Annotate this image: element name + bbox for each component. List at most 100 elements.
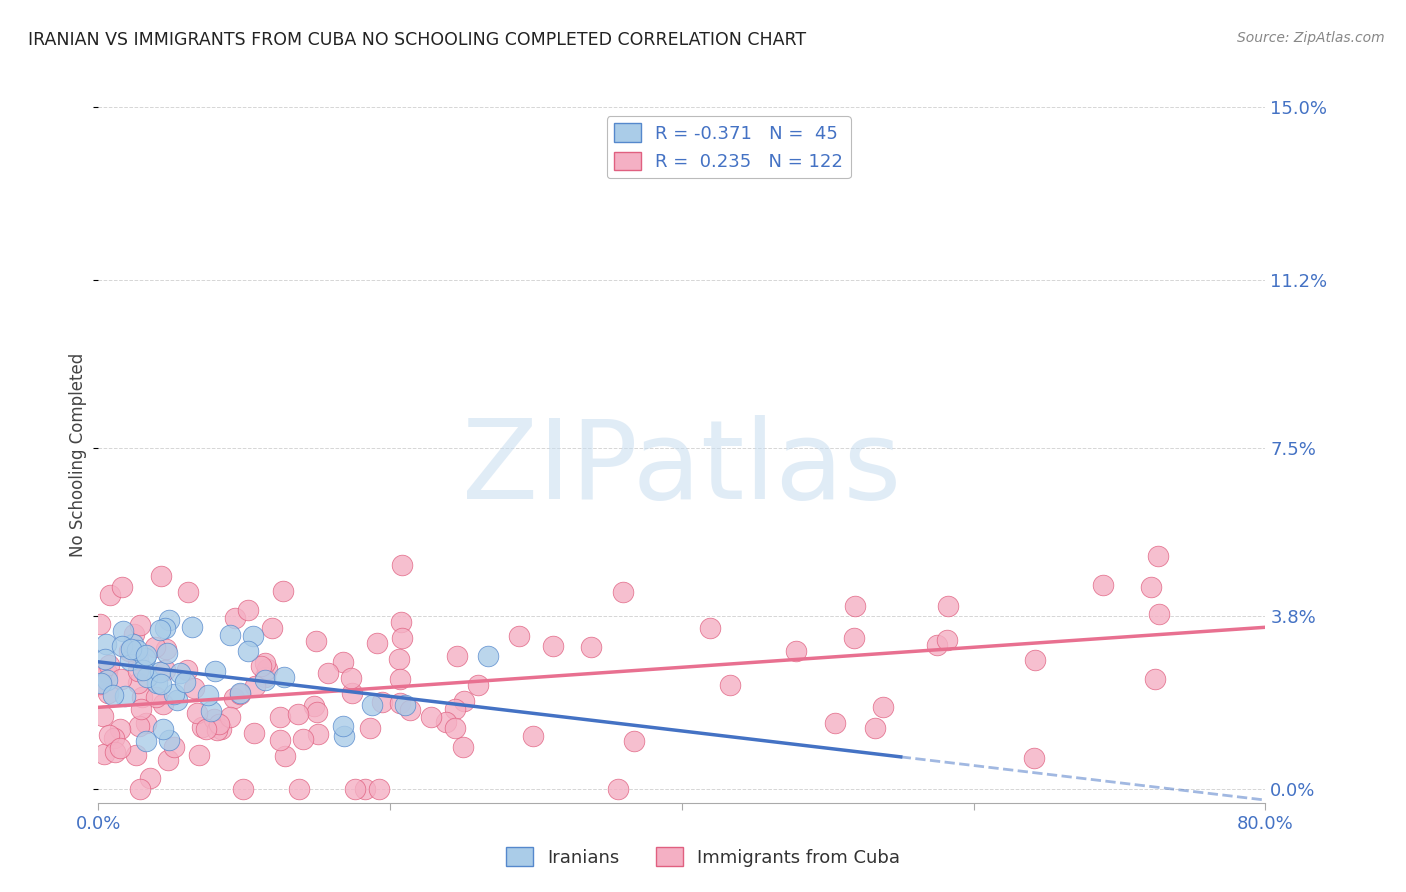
Text: IRANIAN VS IMMIGRANTS FROM CUBA NO SCHOOLING COMPLETED CORRELATION CHART: IRANIAN VS IMMIGRANTS FROM CUBA NO SCHOO… [28,31,806,49]
Point [153,664,176,678]
Point [224,611,246,625]
Point [623,733,645,747]
Point [91,708,114,723]
Point [129,702,152,716]
Point [143,640,166,654]
Point [200,704,222,718]
Point [785,644,807,658]
Point [208,717,231,731]
Point [1022,751,1045,765]
Point [274,749,297,764]
Point [127,676,149,690]
Text: Source: ZipAtlas.com: Source: ZipAtlas.com [1237,31,1385,45]
Point [155,641,177,656]
Point [446,649,468,664]
Point [204,664,226,678]
Point [269,733,291,747]
Point [579,640,602,654]
Point [89,617,111,632]
Point [287,782,309,797]
Point [134,650,156,665]
Point [508,629,530,643]
Point [467,678,489,692]
Point [108,741,131,756]
Point [371,695,394,709]
Point [229,687,252,701]
Point [152,722,174,736]
Point [127,665,149,679]
Y-axis label: No Schooling Completed: No Schooling Completed [69,353,87,557]
Point [209,722,232,736]
Point [218,627,240,641]
Point [253,673,276,687]
Point [253,656,276,670]
Point [128,617,150,632]
Point [253,670,276,684]
Point [1139,580,1161,594]
Point [718,677,741,691]
Point [389,615,412,629]
Point [444,701,467,715]
Point [101,688,124,702]
Point [242,629,264,643]
Point [522,729,544,743]
Point [436,714,458,729]
Point [360,698,382,712]
Point [139,772,162,786]
Point [188,748,211,763]
Point [339,671,361,685]
Point [111,580,134,594]
Point [114,689,136,703]
Point [110,672,132,686]
Point [366,636,388,650]
Point [304,699,326,714]
Point [118,643,141,657]
Point [163,739,186,754]
Point [111,639,134,653]
Point [149,665,172,679]
Point [166,692,188,706]
Point [197,688,219,702]
Point [157,613,180,627]
Point [273,670,295,684]
Point [146,675,169,690]
Point [127,653,149,667]
Point [205,723,228,737]
Point [332,719,354,733]
Point [368,782,391,797]
Point [236,644,259,658]
Point [236,602,259,616]
Point [108,722,131,736]
Point [96,673,118,688]
Point [340,685,363,699]
Point [936,632,959,647]
Point [271,584,294,599]
Point [131,690,153,704]
Point [305,634,328,648]
Point [354,782,377,797]
Point [344,782,367,797]
Point [394,698,416,712]
Point [132,663,155,677]
Point [94,652,117,666]
Point [98,588,121,602]
Point [152,698,174,712]
Point [149,569,172,583]
Point [111,624,134,639]
Point [391,558,413,573]
Point [120,653,142,667]
Point [135,715,157,730]
Point [229,685,252,699]
Point [128,719,150,733]
Point [222,691,245,706]
Point [256,662,278,676]
Point [219,710,242,724]
Point [183,681,205,695]
Point [444,722,467,736]
Point [97,685,120,699]
Point [844,631,866,645]
Point [269,710,291,724]
Point [125,643,148,657]
Point [936,599,959,613]
Point [925,638,948,652]
